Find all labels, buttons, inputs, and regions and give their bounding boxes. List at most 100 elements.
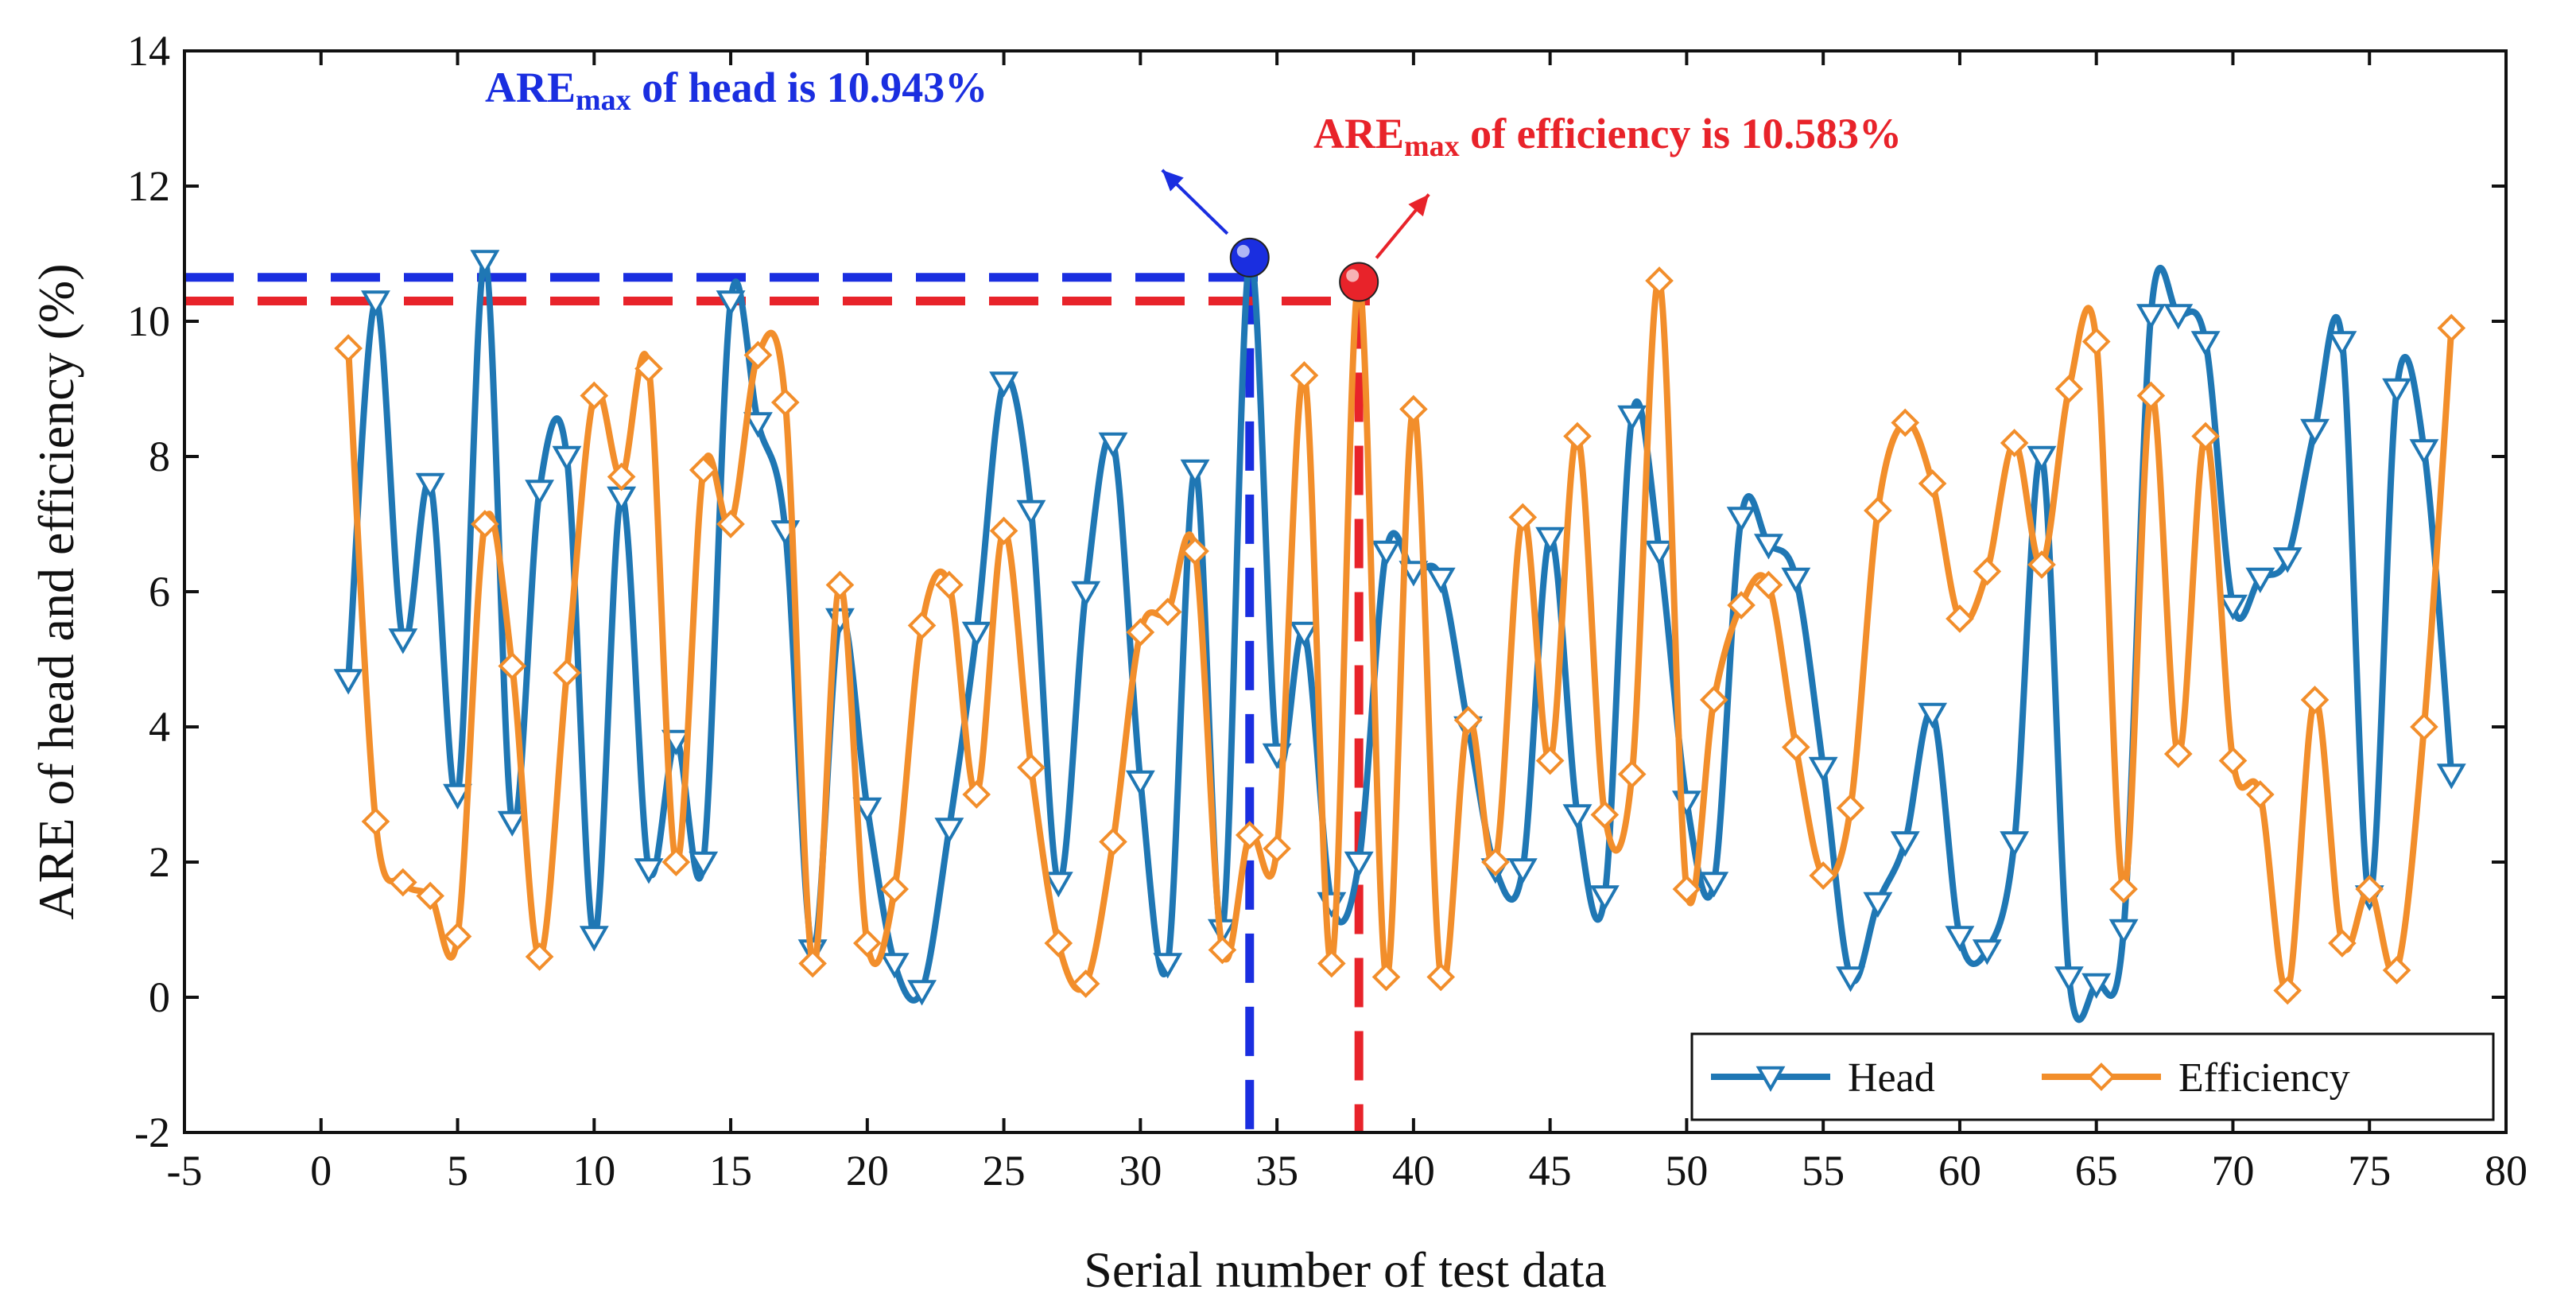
y-tick-label: 12 xyxy=(127,162,170,210)
data-point-head-56 xyxy=(1836,966,1865,993)
annotation-efficiency: AREmax of efficiency is 10.583% xyxy=(1313,110,1902,163)
x-tick-label: -5 xyxy=(167,1147,203,1195)
y-tick-label: 8 xyxy=(149,433,170,480)
data-point-head-32 xyxy=(1180,459,1210,486)
data-point-head-22 xyxy=(907,980,937,1006)
data-point-efficiency-72 xyxy=(2273,976,2302,1005)
data-point-efficiency-15 xyxy=(716,510,745,538)
data-point-efficiency-35 xyxy=(1263,834,1291,863)
data-point-head-46 xyxy=(1562,804,1593,830)
data-point-efficiency-40 xyxy=(1399,394,1428,424)
data-point-head-39 xyxy=(1371,540,1401,567)
y-tick-label: 0 xyxy=(149,973,170,1021)
x-tick-label: 0 xyxy=(310,1147,332,1195)
data-point-head-71 xyxy=(2245,567,2275,594)
data-point-efficiency-34 xyxy=(1235,821,1264,849)
data-point-efficiency-50 xyxy=(1672,875,1701,903)
data-point-head-26 xyxy=(1016,499,1046,526)
data-point-head-52 xyxy=(1726,507,1756,533)
series-line-head xyxy=(345,253,2455,1024)
data-point-head-3 xyxy=(388,628,418,655)
annotation-head: AREmax of head is 10.943% xyxy=(485,64,987,117)
data-point-efficiency-68 xyxy=(2163,740,2193,768)
data-point-head-61 xyxy=(1972,939,2002,965)
data-point-efficiency-73 xyxy=(2300,686,2330,714)
y-tick-label: 4 xyxy=(149,703,170,751)
data-point-efficiency-60 xyxy=(1946,604,1974,633)
data-point-efficiency-21 xyxy=(880,875,910,903)
data-point-efficiency-7 xyxy=(498,651,527,681)
y-tick-label: 10 xyxy=(127,297,170,345)
data-point-efficiency-64 xyxy=(2054,375,2084,403)
data-point-head-70 xyxy=(2218,594,2248,621)
x-tick-label: 80 xyxy=(2485,1147,2528,1195)
data-point-efficiency-75 xyxy=(2355,875,2384,903)
data-point-head-29 xyxy=(1098,432,1128,459)
y-tick-label: 6 xyxy=(149,568,170,616)
reference-lines xyxy=(184,273,1370,1132)
data-point-efficiency-10 xyxy=(580,381,609,410)
x-tick-label: 50 xyxy=(1665,1147,1708,1195)
data-point-head-9 xyxy=(552,445,582,472)
legend: Head Efficiency xyxy=(1690,1032,2495,1121)
data-point-efficiency-56 xyxy=(1836,794,1865,822)
y-tick-label: 2 xyxy=(149,838,170,886)
data-point-efficiency-1 xyxy=(334,334,363,363)
data-point-head-5 xyxy=(443,783,472,810)
data-point-efficiency-42 xyxy=(1453,705,1483,735)
data-point-efficiency-4 xyxy=(416,881,445,911)
data-point-efficiency-29 xyxy=(1099,827,1127,857)
data-point-head-51 xyxy=(1699,872,1729,898)
data-point-head-67 xyxy=(2136,304,2166,330)
data-point-head-44 xyxy=(1507,858,1538,884)
data-point-efficiency-14 xyxy=(689,456,718,484)
data-point-efficiency-12 xyxy=(634,354,663,383)
data-point-efficiency-54 xyxy=(1781,732,1810,762)
data-point-head-25 xyxy=(989,371,1019,398)
data-point-efficiency-5 xyxy=(443,922,472,951)
data-point-head-63 xyxy=(2027,445,2057,472)
max-point-head xyxy=(1229,237,1270,278)
data-point-efficiency-6 xyxy=(471,510,499,538)
data-point-efficiency-55 xyxy=(1809,861,1838,890)
data-point-head-36 xyxy=(1290,621,1319,648)
data-point-head-6 xyxy=(470,250,500,276)
data-point-head-68 xyxy=(2163,304,2194,330)
x-tick-label: 15 xyxy=(709,1147,752,1195)
data-point-efficiency-62 xyxy=(2000,429,2029,457)
x-tick-label: 20 xyxy=(846,1147,889,1195)
data-point-head-30 xyxy=(1125,770,1155,797)
data-point-efficiency-26 xyxy=(1017,753,1046,782)
data-point-efficiency-51 xyxy=(1699,686,1728,714)
data-point-efficiency-9 xyxy=(553,658,581,687)
data-point-head-21 xyxy=(879,953,910,979)
data-point-efficiency-39 xyxy=(1371,962,1401,992)
data-point-efficiency-19 xyxy=(825,570,855,600)
legend-label-head: Head xyxy=(1848,1055,1935,1101)
series-efficiency xyxy=(334,266,2466,1005)
series-head xyxy=(333,247,2466,1024)
data-point-efficiency-30 xyxy=(1126,618,1155,647)
data-point-efficiency-23 xyxy=(935,570,964,600)
data-point-efficiency-77 xyxy=(2410,713,2438,741)
annotation-arrowhead-head xyxy=(1162,169,1184,192)
data-point-efficiency-3 xyxy=(388,868,417,897)
x-tick-label: 30 xyxy=(1119,1147,1162,1195)
annotations: AREmax of head is 10.943% AREmax of effic… xyxy=(485,64,1902,302)
data-point-efficiency-27 xyxy=(1044,929,1073,958)
data-point-head-38 xyxy=(1344,851,1374,878)
data-point-head-48 xyxy=(1617,405,1647,432)
data-point-efficiency-69 xyxy=(2191,421,2220,451)
data-point-efficiency-32 xyxy=(1181,537,1209,565)
annotation-arrowhead-efficiency xyxy=(1408,194,1430,217)
data-point-head-76 xyxy=(2382,378,2412,405)
x-tick-label: 40 xyxy=(1392,1147,1435,1195)
data-point-head-24 xyxy=(961,621,991,648)
data-point-head-62 xyxy=(2000,831,2030,857)
x-tick-label: 70 xyxy=(2211,1147,2254,1195)
data-point-head-59 xyxy=(1918,702,1948,729)
data-point-head-31 xyxy=(1153,953,1183,979)
data-point-head-49 xyxy=(1644,540,1674,567)
data-point-efficiency-61 xyxy=(1973,557,2002,586)
